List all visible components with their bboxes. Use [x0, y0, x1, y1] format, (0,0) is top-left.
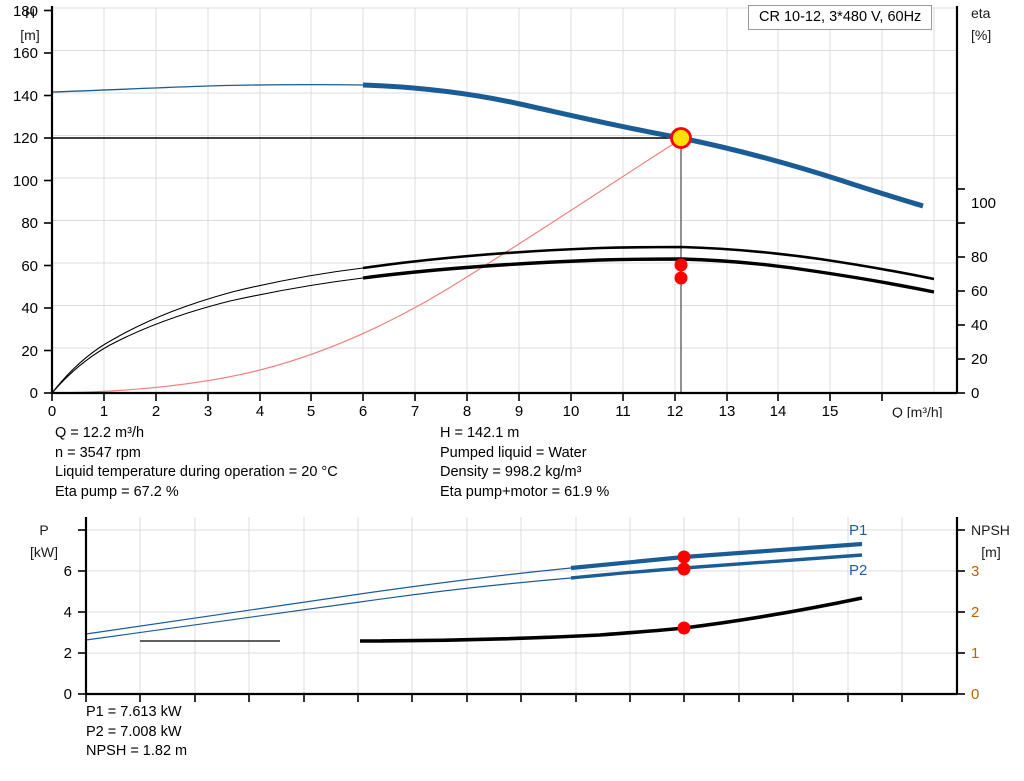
system-curve	[51, 138, 682, 394]
upper-ytick-40: 40	[21, 300, 38, 317]
duty-info-right-eta-pump-motor: Eta pump+motor = 61.9 %	[440, 483, 610, 500]
upper-right-ytick-80: 80	[971, 249, 988, 266]
upper-ytick-160: 160	[13, 45, 38, 62]
npsh-curve-bold	[359, 596, 863, 643]
p1-curve-thin	[85, 567, 572, 635]
lower-right-ytick-3: 3	[971, 563, 979, 580]
p1-series-label: P1	[849, 522, 867, 539]
duty-info-left-speed: n = 3547 rpm	[55, 444, 141, 461]
pump-model-title: CR 10-12, 3*480 V, 60Hz	[748, 5, 933, 30]
eta-pump-motor-curve-thin	[51, 277, 364, 394]
head-curve-thin	[51, 84, 364, 93]
duty-info-left-temperature: Liquid temperature during operation = 20…	[55, 464, 338, 480]
upper-xtick-15: 15	[822, 403, 839, 418]
duty-info-right-density: Density = 998.2 kg/m³	[440, 464, 582, 480]
head-curve-bold	[362, 82, 924, 209]
upper-xtick-13: 13	[719, 403, 736, 418]
upper-y-axis-title-line2: [m]	[20, 27, 39, 43]
p2-series-label: P2	[849, 562, 867, 579]
lower-right-axis-title-line2: [m]	[981, 544, 1000, 560]
lower-y-axis-title-line2: [kW]	[30, 544, 58, 560]
upper-xtick-8: 8	[463, 403, 471, 418]
upper-right-ticks	[957, 188, 965, 394]
p1-duty-marker	[677, 550, 691, 564]
upper-xtick-5: 5	[307, 403, 315, 418]
p2-curve-thin	[85, 577, 572, 641]
lower-right-ytick-0: 0	[971, 686, 979, 703]
duty-info-left-flow: Q = 12.2 m³/h	[55, 425, 145, 441]
upper-ytick-80: 80	[21, 215, 38, 232]
upper-grid-vertical	[103, 8, 935, 393]
duty-point-marker[interactable]	[670, 127, 692, 149]
head-eta-chart: 0 20 40 60 80 100 120 140 160 180 0 20 4…	[13, 3, 996, 418]
lower-ytick-0: 0	[64, 686, 72, 703]
upper-chart-container: 0 20 40 60 80 100 120 140 160 180 0 20 4…	[13, 3, 996, 418]
upper-ytick-60: 60	[21, 258, 38, 275]
eta-pump-curve-duty	[362, 245, 935, 281]
upper-right-ytick-40: 40	[971, 317, 988, 334]
lower-ytick-6: 6	[64, 563, 72, 580]
p2-curve-bold	[570, 553, 863, 580]
eta-pump-curve-thin	[51, 267, 364, 394]
npsh-duty-marker	[677, 621, 691, 635]
power-info-p2: P2 = 7.008 kW	[86, 723, 182, 740]
lower-right-axis-title-line1: NPSH	[971, 522, 1010, 538]
duty-info-left: Q = 12.2 m³/h n = 3547 rpm Liquid temper…	[55, 424, 338, 502]
upper-xtick-11: 11	[615, 403, 631, 418]
upper-xtick-12: 12	[667, 403, 684, 418]
upper-right-axis-title-line2: [%]	[971, 27, 991, 43]
upper-y-axis-title-line1: H	[25, 5, 35, 21]
power-info-block: P1 = 7.613 kW P2 = 7.008 kW NPSH = 1.82 …	[86, 703, 187, 762]
eta-pump-motor-curve-duty	[362, 257, 935, 294]
lower-chart-container: P1 P2 0 2 4 6 0 1 2 3	[0, 512, 1024, 712]
upper-xtick-1: 1	[100, 403, 108, 418]
upper-x-ticks	[51, 393, 883, 401]
lower-x-ticks	[85, 694, 903, 702]
duty-info-right-liquid: Pumped liquid = Water	[440, 444, 587, 461]
p2-duty-marker	[677, 562, 691, 576]
upper-xtick-9: 9	[515, 403, 523, 418]
upper-right-ytick-20: 20	[971, 351, 988, 368]
upper-xtick-14: 14	[770, 403, 787, 418]
upper-xtick-6: 6	[359, 403, 367, 418]
upper-right-ytick-0: 0	[971, 385, 979, 402]
lower-ytick-2: 2	[64, 645, 72, 662]
duty-info-left-eta-pump: Eta pump = 67.2 %	[55, 483, 179, 500]
upper-x-axis-title: Q [m³/h]	[892, 404, 943, 418]
upper-right-ytick-60: 60	[971, 283, 988, 300]
power-info-p1: P1 = 7.613 kW	[86, 704, 182, 720]
upper-xtick-0: 0	[48, 403, 56, 418]
lower-left-ticks	[78, 529, 86, 695]
power-info-npsh: NPSH = 1.82 m	[86, 743, 188, 759]
upper-ytick-20: 20	[21, 343, 38, 360]
upper-ytick-180: 180	[13, 3, 38, 20]
upper-xtick-10: 10	[563, 403, 580, 418]
upper-right-ytick-100: 100	[971, 195, 996, 212]
upper-xtick-2: 2	[152, 403, 160, 418]
upper-xtick-4: 4	[256, 403, 264, 418]
upper-grid-horizontal	[52, 7, 957, 349]
upper-right-axis-title-line1: eta	[971, 5, 991, 21]
upper-ytick-140: 140	[13, 88, 38, 105]
upper-ytick-100: 100	[13, 173, 38, 190]
power-npsh-chart: P1 P2 0 2 4 6 0 1 2 3	[30, 517, 1010, 703]
lower-y-axis-title-line1: P	[39, 522, 48, 538]
upper-xtick-3: 3	[204, 403, 212, 418]
eta-pump-duty-marker	[674, 258, 688, 272]
lower-ytick-4: 4	[64, 604, 72, 621]
upper-ytick-0: 0	[30, 385, 38, 402]
upper-ytick-120: 120	[13, 130, 38, 147]
upper-left-ticks	[44, 9, 52, 394]
duty-info-right-head: H = 142.1 m	[440, 425, 520, 441]
lower-right-ticks	[957, 529, 965, 695]
lower-right-ytick-1: 1	[971, 645, 979, 662]
lower-grid-vertical	[139, 517, 958, 694]
eta-pump-motor-duty-marker	[674, 271, 688, 285]
upper-xtick-7: 7	[411, 403, 419, 418]
duty-info-right: H = 142.1 m Pumped liquid = Water Densit…	[440, 424, 609, 502]
lower-right-ytick-2: 2	[971, 604, 979, 621]
